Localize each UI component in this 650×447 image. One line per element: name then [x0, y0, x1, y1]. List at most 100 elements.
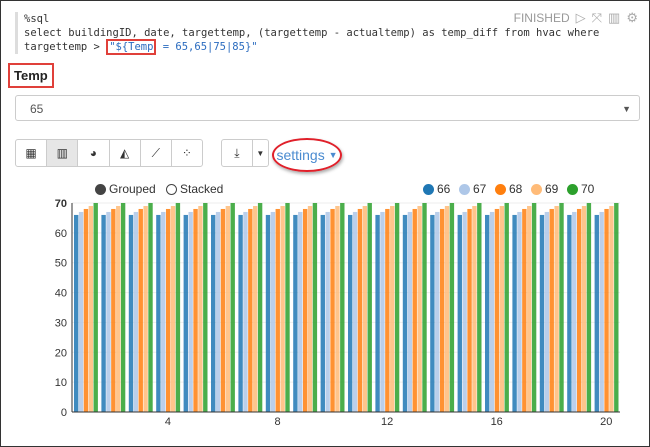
- bar-69-x13[interactable]: [417, 205, 422, 412]
- bar-66-x3[interactable]: [128, 214, 134, 412]
- pie-chart-icon[interactable]: ◕: [78, 140, 110, 166]
- mode-stacked[interactable]: Stacked: [166, 182, 223, 196]
- line-chart-icon[interactable]: ⟋: [141, 140, 172, 166]
- bar-67-x13[interactable]: [407, 211, 413, 412]
- bar-68-x7[interactable]: [248, 208, 253, 412]
- bar-66-x15[interactable]: [457, 214, 462, 412]
- bar-66-x6[interactable]: [211, 214, 216, 412]
- legend-item-68[interactable]: 68: [495, 182, 522, 196]
- bar-66-x18[interactable]: [539, 214, 545, 412]
- temp-select[interactable]: 65 ▼: [15, 95, 640, 121]
- bar-66-x8[interactable]: [265, 214, 271, 412]
- bar-chart-icon[interactable]: ▥: [47, 140, 79, 166]
- bar-68-x8[interactable]: [275, 208, 280, 412]
- bar-68-x15[interactable]: [467, 208, 472, 412]
- bar-66-x20[interactable]: [594, 214, 599, 412]
- bar-70-x15[interactable]: [477, 203, 482, 412]
- bar-70-x9[interactable]: [312, 203, 318, 412]
- bar-68-x10[interactable]: [330, 208, 335, 412]
- area-chart-icon[interactable]: ◭: [110, 140, 141, 166]
- bar-68-x12[interactable]: [385, 208, 390, 412]
- bar-70-x1[interactable]: [93, 203, 98, 412]
- bar-68-x13[interactable]: [412, 208, 417, 412]
- bar-70-x12[interactable]: [394, 203, 400, 412]
- bar-69-x8[interactable]: [280, 205, 285, 412]
- bar-69-x15[interactable]: [472, 205, 477, 412]
- bar-66-x19[interactable]: [567, 214, 572, 412]
- bar-68-x9[interactable]: [302, 208, 308, 412]
- bar-70-x18[interactable]: [559, 203, 564, 412]
- bar-69-x19[interactable]: [581, 205, 587, 412]
- bar-67-x8[interactable]: [270, 211, 276, 412]
- bar-66-x14[interactable]: [430, 214, 435, 412]
- bar-68-x2[interactable]: [111, 208, 116, 412]
- bar-68-x11[interactable]: [357, 208, 363, 412]
- bar-70-x7[interactable]: [257, 203, 263, 412]
- bar-68-x6[interactable]: [220, 208, 226, 412]
- bar-66-x10[interactable]: [320, 214, 325, 412]
- bar-70-x16[interactable]: [504, 203, 509, 412]
- bar-68-x16[interactable]: [494, 208, 500, 412]
- bar-66-x9[interactable]: [293, 214, 298, 412]
- download-icon[interactable]: ⤓: [222, 140, 253, 166]
- bar-69-x11[interactable]: [362, 205, 368, 412]
- bar-66-x16[interactable]: [485, 214, 490, 412]
- bar-68-x14[interactable]: [439, 208, 445, 412]
- bar-69-x20[interactable]: [609, 205, 614, 412]
- bar-66-x1[interactable]: [74, 214, 79, 412]
- bar-66-x7[interactable]: [238, 214, 243, 412]
- bar-69-x16[interactable]: [499, 205, 505, 412]
- bar-67-x4[interactable]: [161, 211, 166, 412]
- bar-70-x6[interactable]: [230, 203, 235, 412]
- bar-67-x9[interactable]: [298, 211, 303, 412]
- bar-68-x5[interactable]: [193, 208, 198, 412]
- bar-70-x3[interactable]: [148, 203, 153, 412]
- bar-69-x7[interactable]: [253, 205, 258, 412]
- book-icon[interactable]: ▥: [608, 10, 621, 25]
- bar-66-x17[interactable]: [512, 214, 517, 412]
- bar-67-x3[interactable]: [133, 211, 139, 412]
- bar-70-x17[interactable]: [531, 203, 537, 412]
- bar-68-x1[interactable]: [83, 208, 89, 412]
- mode-grouped[interactable]: Grouped: [95, 182, 156, 196]
- bar-66-x5[interactable]: [183, 214, 188, 412]
- bar-70-x14[interactable]: [449, 203, 455, 412]
- bar-70-x8[interactable]: [285, 203, 290, 412]
- bar-67-x16[interactable]: [489, 211, 495, 412]
- legend-item-70[interactable]: 70: [567, 182, 594, 196]
- table-icon[interactable]: ▦: [16, 140, 48, 166]
- bar-69-x12[interactable]: [390, 205, 395, 412]
- bar-70-x5[interactable]: [203, 203, 208, 412]
- play-icon[interactable]: ▷: [575, 10, 586, 25]
- bar-69-x14[interactable]: [444, 205, 450, 412]
- bar-67-x1[interactable]: [78, 211, 84, 412]
- bar-69-x10[interactable]: [335, 205, 340, 412]
- bar-67-x14[interactable]: [435, 211, 440, 412]
- bar-67-x20[interactable]: [599, 211, 604, 412]
- bar-67-x17[interactable]: [517, 211, 522, 412]
- bar-69-x1[interactable]: [88, 205, 94, 412]
- sql-editor[interactable]: %sql select buildingID, date, targettemp…: [15, 12, 614, 55]
- bar-69-x5[interactable]: [198, 205, 203, 412]
- bar-67-x6[interactable]: [215, 211, 221, 412]
- bar-66-x4[interactable]: [156, 214, 161, 412]
- gear-icon[interactable]: ⚙: [626, 10, 638, 25]
- bar-68-x17[interactable]: [522, 208, 527, 412]
- scatter-chart-icon[interactable]: ⁘: [181, 146, 192, 160]
- bar-69-x3[interactable]: [143, 205, 148, 412]
- bar-69-x17[interactable]: [527, 205, 532, 412]
- legend-item-69[interactable]: 69: [531, 182, 558, 196]
- bar-70-x2[interactable]: [120, 203, 126, 412]
- bar-67-x19[interactable]: [572, 211, 577, 412]
- bar-69-x18[interactable]: [554, 205, 559, 412]
- bar-67-x11[interactable]: [352, 211, 358, 412]
- bar-68-x4[interactable]: [165, 208, 171, 412]
- bar-70-x10[interactable]: [340, 203, 345, 412]
- bar-68-x18[interactable]: [549, 208, 554, 412]
- legend-item-66[interactable]: 66: [423, 182, 450, 196]
- bar-66-x12[interactable]: [375, 214, 380, 412]
- bar-66-x13[interactable]: [402, 214, 408, 412]
- bar-67-x18[interactable]: [544, 211, 550, 412]
- bar-69-x4[interactable]: [170, 205, 176, 412]
- bar-70-x11[interactable]: [367, 203, 372, 412]
